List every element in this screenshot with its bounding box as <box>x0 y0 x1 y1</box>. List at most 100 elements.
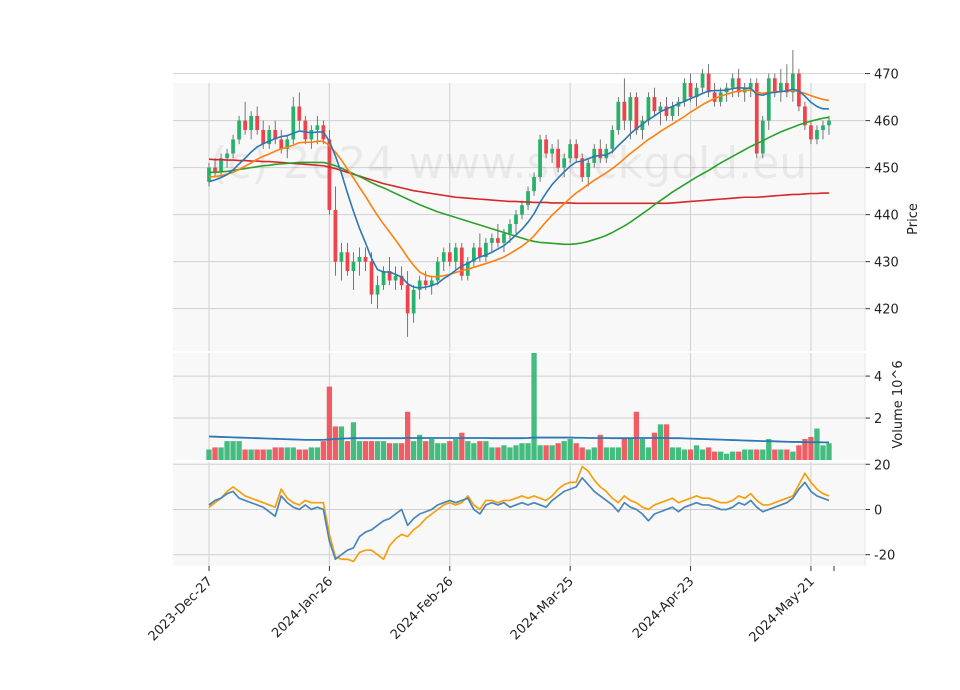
volume-bar <box>711 451 718 460</box>
candlestick <box>658 101 663 126</box>
candlestick <box>508 219 512 243</box>
candle-body <box>700 73 705 88</box>
candlestick <box>586 158 591 187</box>
candlestick <box>574 139 579 163</box>
candlestick <box>273 120 278 145</box>
price-panel-background <box>173 83 865 351</box>
price-tick-label: 460 <box>874 115 899 130</box>
volume-bar <box>651 432 658 460</box>
candle-body <box>249 115 254 131</box>
volume-bar <box>555 443 561 460</box>
candlestick <box>387 256 392 286</box>
candlestick <box>255 106 260 135</box>
candlestick <box>484 238 488 262</box>
volume-bar <box>477 441 483 460</box>
candlestick <box>291 97 296 145</box>
candlestick <box>447 242 452 267</box>
candle-body <box>538 139 542 178</box>
candlestick <box>411 285 416 323</box>
volume-bar <box>368 441 375 460</box>
x-tick-label: 2024-Apr-23 <box>630 574 697 641</box>
candle-body <box>267 130 272 145</box>
watermark-text: (c) 2024 www.stockgold.eu <box>210 138 807 189</box>
volume-bar <box>465 441 471 460</box>
volume-bar <box>429 439 435 460</box>
candlestick <box>568 139 573 163</box>
candle-body <box>471 247 476 262</box>
candlestick <box>754 78 759 159</box>
volume-bar <box>212 447 218 460</box>
candle-body <box>682 83 687 102</box>
candle-body <box>303 120 308 140</box>
candlestick <box>225 148 229 168</box>
volume-bar <box>639 439 646 460</box>
candle-body <box>393 275 398 281</box>
volume-tick-label: 2 <box>874 412 882 427</box>
osc-panel-background <box>173 462 865 566</box>
volume-bar <box>453 439 459 460</box>
volume-bar <box>423 441 429 460</box>
price-tick-label: 440 <box>874 209 899 224</box>
volume-bar <box>567 439 573 460</box>
candlestick <box>219 153 223 178</box>
candle-body <box>435 261 440 281</box>
candlestick <box>453 242 458 272</box>
volume-bar <box>748 449 754 460</box>
volume-bar <box>537 445 543 460</box>
volume-bar <box>790 451 796 460</box>
x-tick-label: 2024-May-21 <box>747 574 818 645</box>
volume-bar <box>411 441 417 460</box>
volume-bar <box>645 447 652 460</box>
volume-bar <box>206 449 212 460</box>
volume-bar <box>296 449 302 460</box>
candle-body <box>730 78 735 88</box>
candle-body <box>363 256 368 262</box>
candlestick <box>496 224 500 248</box>
volume-bar <box>699 449 706 460</box>
candle-body <box>586 162 591 178</box>
price-tick-label: 430 <box>874 256 899 271</box>
candle-body <box>411 289 416 314</box>
candle-body <box>291 106 296 140</box>
candle-body <box>797 73 801 107</box>
volume-bar <box>218 447 224 460</box>
volume-bar <box>573 443 579 460</box>
candle-body <box>429 280 434 286</box>
candlestick <box>213 158 217 178</box>
candle-body <box>664 106 669 116</box>
candle-body <box>207 167 211 182</box>
candle-body <box>441 252 446 262</box>
volume-bar <box>501 445 507 460</box>
volume-bar <box>459 432 465 460</box>
candle-body <box>604 148 609 159</box>
volume-bar <box>356 441 363 460</box>
moving-average-long-line <box>209 116 830 246</box>
candle-body <box>809 125 813 140</box>
candle-body <box>273 130 278 140</box>
candlestick <box>694 83 699 107</box>
price-tick-label: 450 <box>874 162 899 177</box>
volume-bar <box>778 449 784 460</box>
oscillator-main-line <box>208 476 830 561</box>
x-tick-label: 2024-Feb-26 <box>388 574 457 643</box>
volume-bar <box>224 441 230 460</box>
volume-bar <box>362 441 369 460</box>
candle-body <box>562 158 567 168</box>
candle-body <box>688 83 693 98</box>
candle-body <box>387 271 392 281</box>
candlestick <box>544 134 548 159</box>
volume-bar <box>772 449 778 460</box>
candlestick <box>441 247 446 272</box>
volume-bar <box>236 441 242 460</box>
candlestick <box>267 125 272 149</box>
candle-body <box>772 78 777 93</box>
candle-body <box>706 73 711 93</box>
volume-bar <box>398 443 405 460</box>
volume-bar <box>435 443 441 460</box>
candlestick <box>490 233 494 253</box>
volume-bar <box>266 449 272 460</box>
volume-bar <box>230 441 236 460</box>
volume-bar <box>693 445 700 460</box>
candlestick <box>526 186 530 210</box>
